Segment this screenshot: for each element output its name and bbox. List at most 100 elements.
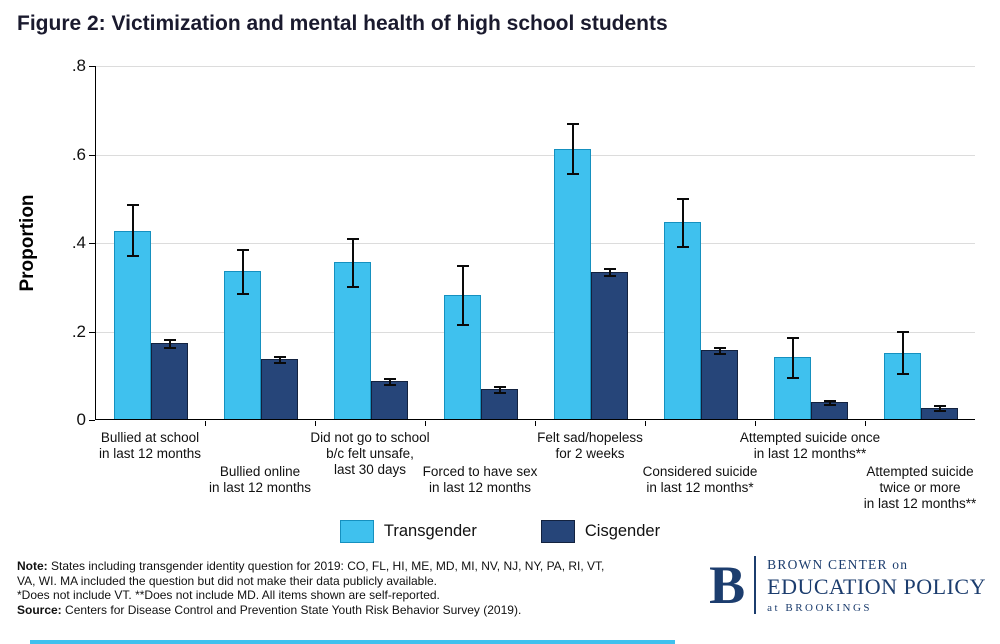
- error-bar-cap: [603, 275, 616, 278]
- error-bar-cap: [126, 204, 139, 207]
- gridline: [96, 243, 975, 244]
- error-bar: [278, 356, 281, 363]
- legend-label-transgender: Transgender: [383, 522, 477, 540]
- legend-item-transgender: Transgender: [339, 520, 477, 543]
- error-bar-cap: [676, 246, 689, 249]
- y-axis-label: Proportion: [17, 194, 38, 292]
- bar-cisgender: [371, 380, 408, 419]
- note-text: States including transgender identity qu…: [17, 559, 605, 588]
- error-bar-cap: [566, 173, 579, 176]
- error-bar: [461, 266, 464, 325]
- gridline: [96, 154, 975, 156]
- y-tick-label: 0: [76, 410, 86, 429]
- x-axis-label: Attempted suicide once in last 12 months…: [739, 430, 881, 461]
- legend-item-cisgender: Cisgender: [540, 520, 661, 543]
- bar-cisgender: [151, 342, 188, 419]
- x-tick-mark: [315, 421, 316, 426]
- error-bar-cap: [163, 346, 176, 349]
- bar-transgender: [224, 270, 261, 419]
- logo-line-at-brookings: at BROOKINGS: [767, 601, 873, 614]
- error-bar: [571, 123, 574, 175]
- x-tick-mark: [425, 421, 426, 426]
- source-label: Source:: [17, 602, 62, 617]
- y-tick-mark: [89, 154, 95, 156]
- error-bar-cap: [786, 337, 799, 340]
- y-tick-mark: [89, 331, 95, 333]
- x-tick-mark: [645, 421, 646, 426]
- y-tick-label: .6: [71, 144, 86, 164]
- x-axis-label: Bullied online in last 12 months: [208, 464, 312, 495]
- x-axis-label: Did not go to school b/c felt unsafe, la…: [310, 430, 430, 477]
- error-bar-cap: [456, 265, 469, 267]
- error-bar: [241, 249, 244, 294]
- plot-area: [95, 66, 975, 420]
- x-tick-mark: [205, 421, 206, 426]
- error-bar-cap: [236, 292, 249, 295]
- brookings-b-monogram: B: [709, 555, 746, 615]
- error-bar-cap: [896, 331, 909, 334]
- error-bar-cap: [933, 405, 946, 408]
- error-bar-cap: [493, 386, 506, 389]
- bar-cisgender: [261, 358, 298, 419]
- error-bar-cap: [383, 377, 396, 380]
- gridline: [96, 331, 975, 333]
- error-bar-cap: [236, 248, 249, 251]
- error-bar-cap: [273, 361, 286, 364]
- x-tick-mark: [535, 421, 536, 426]
- error-bar-cap: [823, 403, 836, 406]
- error-bar-cap: [163, 338, 176, 341]
- error-bar-cap: [603, 268, 616, 271]
- note-line: Note: States including transgender ident…: [17, 559, 617, 588]
- x-axis-label: Felt sad/hopeless for 2 weeks: [537, 430, 643, 461]
- bar-cisgender: [701, 350, 738, 419]
- bar-transgender: [664, 222, 701, 419]
- y-tick-mark: [89, 66, 95, 67]
- cisgender-color-swatch: [540, 520, 575, 543]
- figure-title: Figure 2: Victimization and mental healt…: [17, 12, 668, 35]
- x-axis-label: Attempted suicide twice or more in last …: [863, 464, 977, 511]
- error-bar-cap: [346, 237, 359, 240]
- bottom-strip: [30, 640, 675, 644]
- y-tick-label: .4: [71, 233, 86, 252]
- x-axis-label: Considered suicide in last 12 months*: [642, 464, 758, 495]
- bar-cisgender: [591, 271, 628, 419]
- error-bar: [901, 332, 904, 374]
- error-bar-cap: [676, 197, 689, 200]
- logo-line-education-policy: EDUCATION POLICY: [767, 573, 986, 599]
- error-bar-cap: [346, 286, 359, 289]
- error-bar-cap: [273, 355, 286, 358]
- brookings-logo: B BROWN CENTER on EDUCATION POLICY at BR…: [709, 556, 986, 614]
- y-tick-label: .2: [71, 321, 86, 341]
- bar-transgender: [114, 230, 151, 419]
- logo-divider: [754, 556, 757, 614]
- bar-transgender: [554, 149, 591, 419]
- error-bar-cap: [933, 409, 946, 412]
- error-bar-cap: [786, 376, 799, 379]
- error-bar-cap: [896, 372, 909, 375]
- error-bar-cap: [713, 353, 726, 356]
- logo-line-brown-center: BROWN CENTER on: [767, 556, 909, 572]
- x-axis-label: Forced to have sex in last 12 months: [422, 464, 538, 495]
- note-label: Note:: [17, 559, 48, 573]
- chart-legend: Transgender Cisgender: [0, 520, 1000, 543]
- error-bar: [938, 406, 941, 411]
- error-bar: [828, 400, 831, 405]
- error-bar: [388, 378, 391, 386]
- transgender-color-swatch: [339, 520, 374, 543]
- y-tick-label: .8: [71, 56, 86, 75]
- y-tick-mark: [89, 420, 95, 421]
- error-bar-cap: [566, 122, 579, 125]
- error-bar: [608, 269, 611, 277]
- error-bar-cap: [383, 384, 396, 387]
- error-bar-cap: [823, 399, 836, 402]
- source-text: Centers for Disease Control and Preventi…: [65, 602, 522, 617]
- error-bar: [168, 339, 171, 348]
- legend-label-cisgender: Cisgender: [584, 522, 661, 540]
- logo-text-block: BROWN CENTER on EDUCATION POLICY at BROO…: [767, 557, 986, 614]
- x-tick-mark: [755, 421, 756, 426]
- y-tick-mark: [89, 243, 95, 244]
- error-bar: [791, 338, 794, 378]
- x-axis-label: Bullied at school in last 12 months: [98, 430, 202, 461]
- error-bar-cap: [713, 346, 726, 349]
